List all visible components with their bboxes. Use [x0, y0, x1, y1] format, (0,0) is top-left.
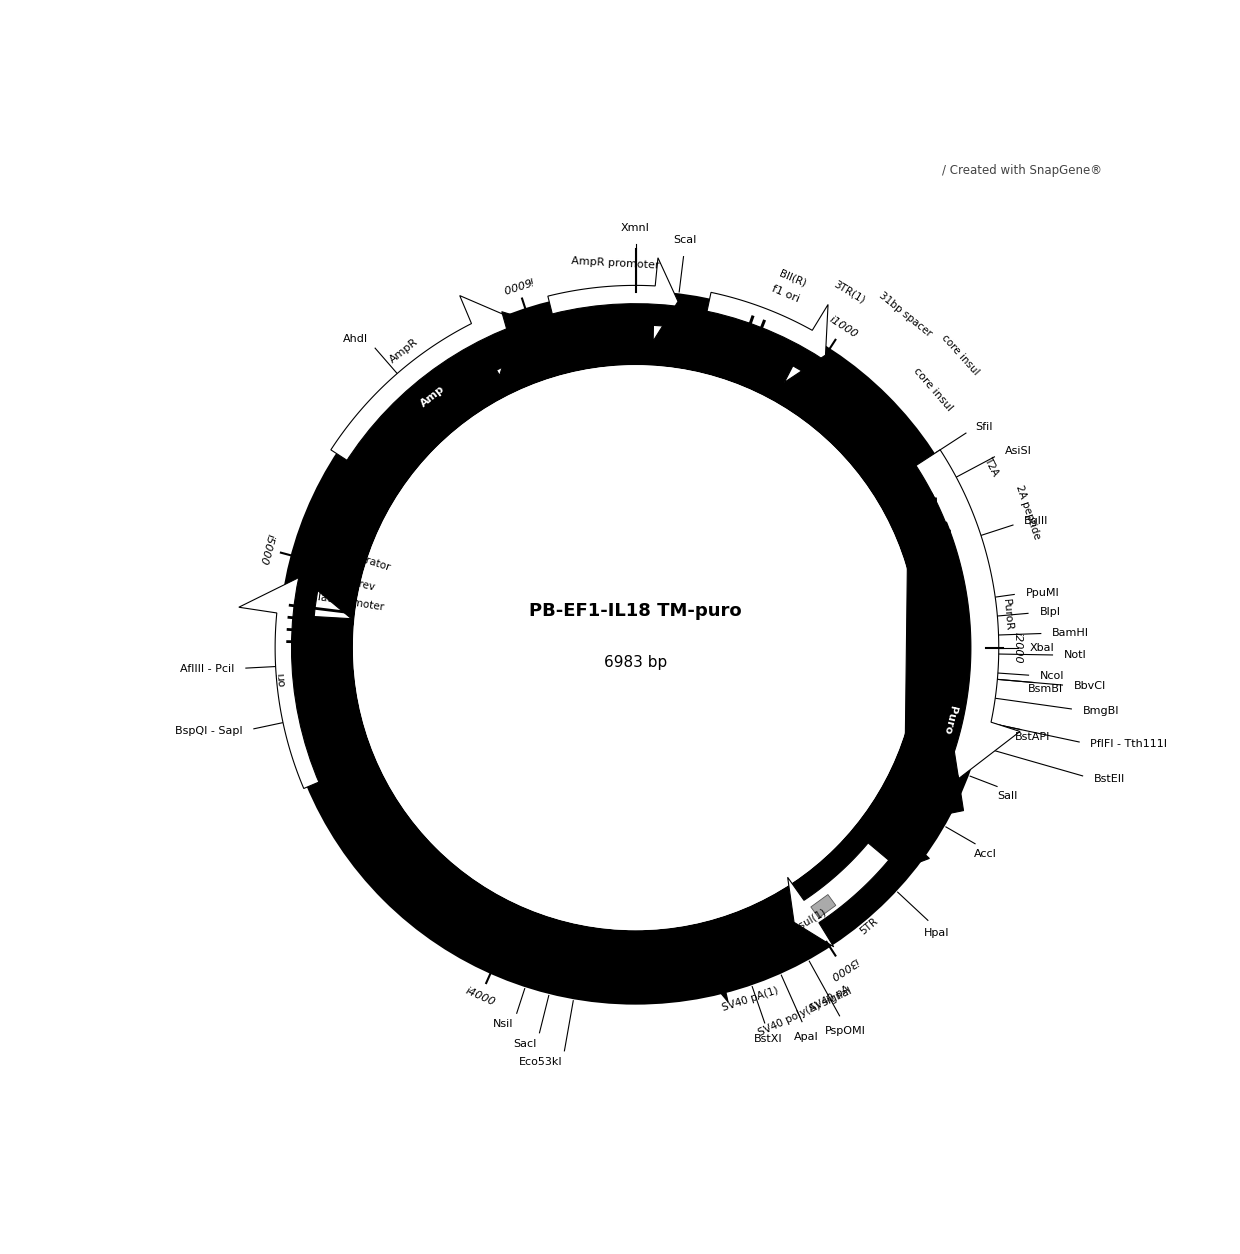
- Text: PflFI - Tth111I: PflFI - Tth111I: [1090, 740, 1167, 750]
- Text: BspQI - SapI: BspQI - SapI: [175, 726, 243, 736]
- Text: AccI: AccI: [973, 849, 997, 859]
- Text: lac operator: lac operator: [327, 543, 391, 573]
- Text: BstXI: BstXI: [754, 1033, 782, 1043]
- Text: Puro: Puro: [942, 705, 959, 736]
- Text: SalI: SalI: [998, 790, 1018, 800]
- Text: NotI: NotI: [1064, 650, 1086, 660]
- Polygon shape: [916, 450, 1021, 779]
- Text: AsiSI: AsiSI: [1004, 446, 1032, 456]
- Text: 31bp spacer: 31bp spacer: [877, 291, 934, 339]
- Circle shape: [353, 365, 918, 930]
- Text: Eco53kI: Eco53kI: [518, 1057, 563, 1067]
- Text: BbvCI: BbvCI: [1074, 681, 1106, 691]
- Polygon shape: [331, 296, 516, 465]
- Text: ApaI: ApaI: [795, 1032, 820, 1042]
- Text: ScaI: ScaI: [673, 236, 697, 246]
- Text: SacI: SacI: [513, 1040, 537, 1050]
- Text: PB-EF1-IL18 TM-puro: PB-EF1-IL18 TM-puro: [529, 602, 742, 621]
- Text: XmnI: XmnI: [621, 222, 650, 232]
- Text: NsiI: NsiI: [492, 1020, 513, 1030]
- Polygon shape: [327, 312, 568, 527]
- Text: AflIII - PciI: AflIII - PciI: [180, 663, 234, 673]
- Text: i4000: i4000: [464, 986, 496, 1008]
- Text: i1000: i1000: [828, 314, 859, 340]
- Text: T2A: T2A: [982, 455, 999, 478]
- Text: Amp: Amp: [418, 384, 446, 410]
- Polygon shape: [291, 303, 963, 992]
- Text: lac promoter: lac promoter: [317, 592, 384, 613]
- Text: 5TR: 5TR: [858, 915, 880, 937]
- Text: ori: ori: [275, 671, 286, 686]
- Text: BstAPI: BstAPI: [1014, 732, 1050, 742]
- Polygon shape: [811, 894, 836, 918]
- Text: i3000: i3000: [828, 956, 859, 982]
- Text: NcoI: NcoI: [1040, 671, 1065, 681]
- Polygon shape: [787, 843, 889, 947]
- Text: core insul(1): core insul(1): [709, 929, 779, 962]
- Text: SfiI: SfiI: [976, 421, 993, 431]
- Text: AmpR: AmpR: [387, 336, 420, 365]
- Text: M13 rev: M13 rev: [334, 573, 376, 592]
- Text: BstEII: BstEII: [1094, 774, 1125, 784]
- Text: XbaI: XbaI: [1029, 643, 1054, 652]
- Text: SV40 pA: SV40 pA: [808, 984, 852, 1014]
- Polygon shape: [852, 522, 971, 888]
- Text: i2000: i2000: [1013, 632, 1023, 663]
- Text: BglII: BglII: [1024, 517, 1048, 527]
- Text: BmgBI: BmgBI: [1083, 706, 1120, 716]
- Text: core insul(1): core insul(1): [766, 907, 828, 948]
- Polygon shape: [548, 258, 678, 341]
- Text: i5000: i5000: [257, 532, 275, 566]
- Text: PspOMI: PspOMI: [825, 1026, 866, 1036]
- Text: AhdI: AhdI: [342, 335, 367, 345]
- Text: 2A peptide: 2A peptide: [1014, 484, 1042, 540]
- Text: PuroR: PuroR: [1001, 598, 1013, 632]
- Text: SV40 poly(A) signal: SV40 poly(A) signal: [758, 986, 853, 1038]
- Polygon shape: [280, 292, 991, 1003]
- Text: core insul: core insul: [911, 366, 955, 413]
- Text: i6000: i6000: [501, 275, 534, 293]
- Text: / Created with SnapGene®: / Created with SnapGene®: [941, 164, 1101, 177]
- Polygon shape: [239, 577, 351, 789]
- Text: BsmBI: BsmBI: [1028, 683, 1063, 693]
- Text: SV40 pA(1): SV40 pA(1): [720, 986, 779, 1013]
- Text: f1 ori: f1 ori: [770, 283, 801, 305]
- Polygon shape: [704, 935, 791, 1002]
- Text: 3TR(1): 3TR(1): [832, 278, 867, 305]
- Text: AmpR promoter: AmpR promoter: [570, 257, 660, 271]
- Polygon shape: [720, 933, 743, 952]
- Text: PpuMI: PpuMI: [1025, 588, 1059, 598]
- Text: 6983 bp: 6983 bp: [604, 655, 667, 670]
- Polygon shape: [706, 292, 828, 382]
- Text: core insul: core insul: [940, 334, 981, 377]
- Text: BlpI: BlpI: [1039, 607, 1060, 617]
- Text: HpaI: HpaI: [924, 928, 949, 938]
- Text: BII(R): BII(R): [777, 268, 807, 288]
- Text: BamHI: BamHI: [1053, 628, 1089, 638]
